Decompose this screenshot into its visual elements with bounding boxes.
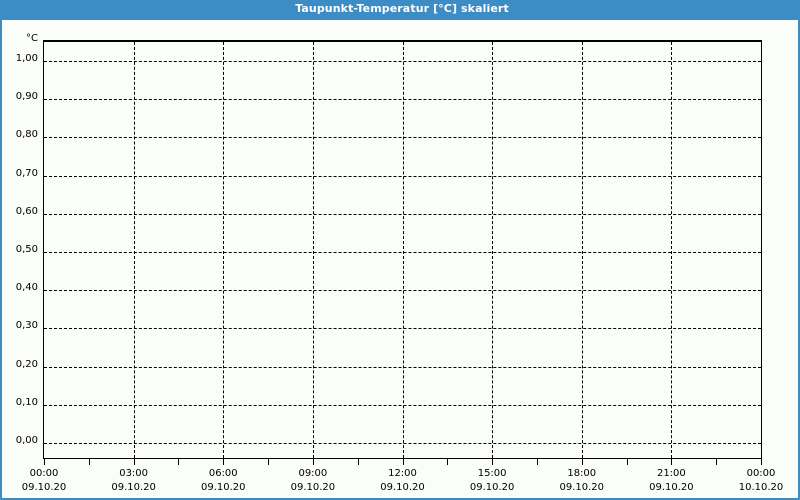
x-tick-time: 21:00 bbox=[656, 468, 686, 479]
y-tick-label: 1,00 bbox=[15, 53, 38, 64]
y-tick-label: 0,40 bbox=[15, 282, 38, 294]
y-tick-label: 0,30 bbox=[15, 320, 38, 332]
x-tick-minor bbox=[447, 459, 449, 465]
x-tick-time: 00:00 bbox=[746, 468, 776, 479]
plot-area bbox=[43, 40, 762, 459]
y-tick-label: 0,90 bbox=[15, 91, 38, 103]
y-tick-label: 0,80 bbox=[15, 129, 38, 141]
x-tick-minor bbox=[716, 459, 718, 465]
x-tick-major bbox=[223, 459, 225, 465]
x-tick-date: 09.10.20 bbox=[21, 482, 67, 493]
y-axis-unit-label: °C bbox=[26, 33, 38, 44]
x-tick-date: 10.10.20 bbox=[738, 482, 784, 493]
x-tick-minor bbox=[88, 459, 90, 465]
x-tick-minor bbox=[536, 459, 538, 465]
x-tick-date: 09.10.20 bbox=[290, 482, 336, 493]
x-tick-label: 09:00 09.10.20 bbox=[268, 467, 358, 495]
x-tick-time: 03:00 bbox=[119, 468, 149, 479]
x-tick-time: 12:00 bbox=[388, 468, 417, 479]
x-tick-date: 09.10.20 bbox=[559, 482, 605, 493]
x-tick-date: 09.10.20 bbox=[111, 482, 156, 493]
x-tick-label: 15:00 09.10.20 bbox=[447, 467, 537, 495]
x-tick-minor bbox=[268, 459, 270, 465]
x-tick-major bbox=[492, 459, 494, 465]
gridline-vertical bbox=[133, 42, 135, 458]
x-tick-major bbox=[133, 459, 135, 465]
x-tick-time: 09:00 bbox=[298, 468, 328, 479]
x-tick-time: 15:00 bbox=[477, 468, 507, 479]
x-tick-major bbox=[402, 459, 404, 465]
gridline-vertical bbox=[312, 42, 314, 458]
gridline-vertical bbox=[671, 42, 673, 458]
x-tick-label: 06:00 09.10.20 bbox=[178, 467, 268, 495]
x-tick-time: 00:00 bbox=[29, 468, 59, 479]
x-tick-minor bbox=[357, 459, 359, 465]
x-tick-minor bbox=[178, 459, 180, 465]
x-tick-time: 18:00 bbox=[567, 468, 597, 479]
x-tick-date: 09.10.20 bbox=[649, 482, 694, 493]
x-tick-major bbox=[312, 459, 314, 465]
y-tick-label: 0,20 bbox=[15, 358, 38, 370]
gridline-vertical bbox=[581, 42, 583, 458]
y-tick-label: 0,10 bbox=[15, 396, 38, 408]
x-tick-date: 09.10.20 bbox=[380, 482, 425, 493]
x-tick-label: 18:00 09.10.20 bbox=[537, 467, 627, 495]
x-tick-label: 21:00 09.10.20 bbox=[626, 467, 716, 495]
gridline-vertical bbox=[223, 42, 225, 458]
x-tick-major bbox=[761, 459, 762, 465]
x-tick-time: 06:00 bbox=[208, 468, 238, 479]
x-tick-date: 09.10.20 bbox=[469, 482, 515, 493]
chart-title: Taupunkt-Temperatur [°C] skaliert bbox=[2, 0, 800, 20]
x-tick-minor bbox=[626, 459, 628, 465]
y-tick-label: 0,70 bbox=[15, 167, 38, 179]
x-tick-label: 12:00 09.10.20 bbox=[358, 467, 448, 495]
gridline-vertical bbox=[492, 42, 494, 458]
y-tick-label: 0,60 bbox=[15, 205, 38, 217]
x-tick-label: 00:00 10.10.20 bbox=[716, 467, 800, 495]
x-tick-label: 00:00 09.10.20 bbox=[0, 467, 89, 495]
x-tick-major bbox=[671, 459, 673, 465]
x-tick-major bbox=[44, 459, 45, 465]
y-tick-label: 0,50 bbox=[15, 244, 38, 255]
x-tick-date: 09.10.20 bbox=[200, 482, 246, 493]
y-tick-label: 0,00 bbox=[15, 435, 38, 446]
x-tick-major bbox=[581, 459, 583, 465]
x-tick-label: 03:00 09.10.20 bbox=[89, 467, 179, 495]
gridline-vertical bbox=[402, 42, 404, 458]
